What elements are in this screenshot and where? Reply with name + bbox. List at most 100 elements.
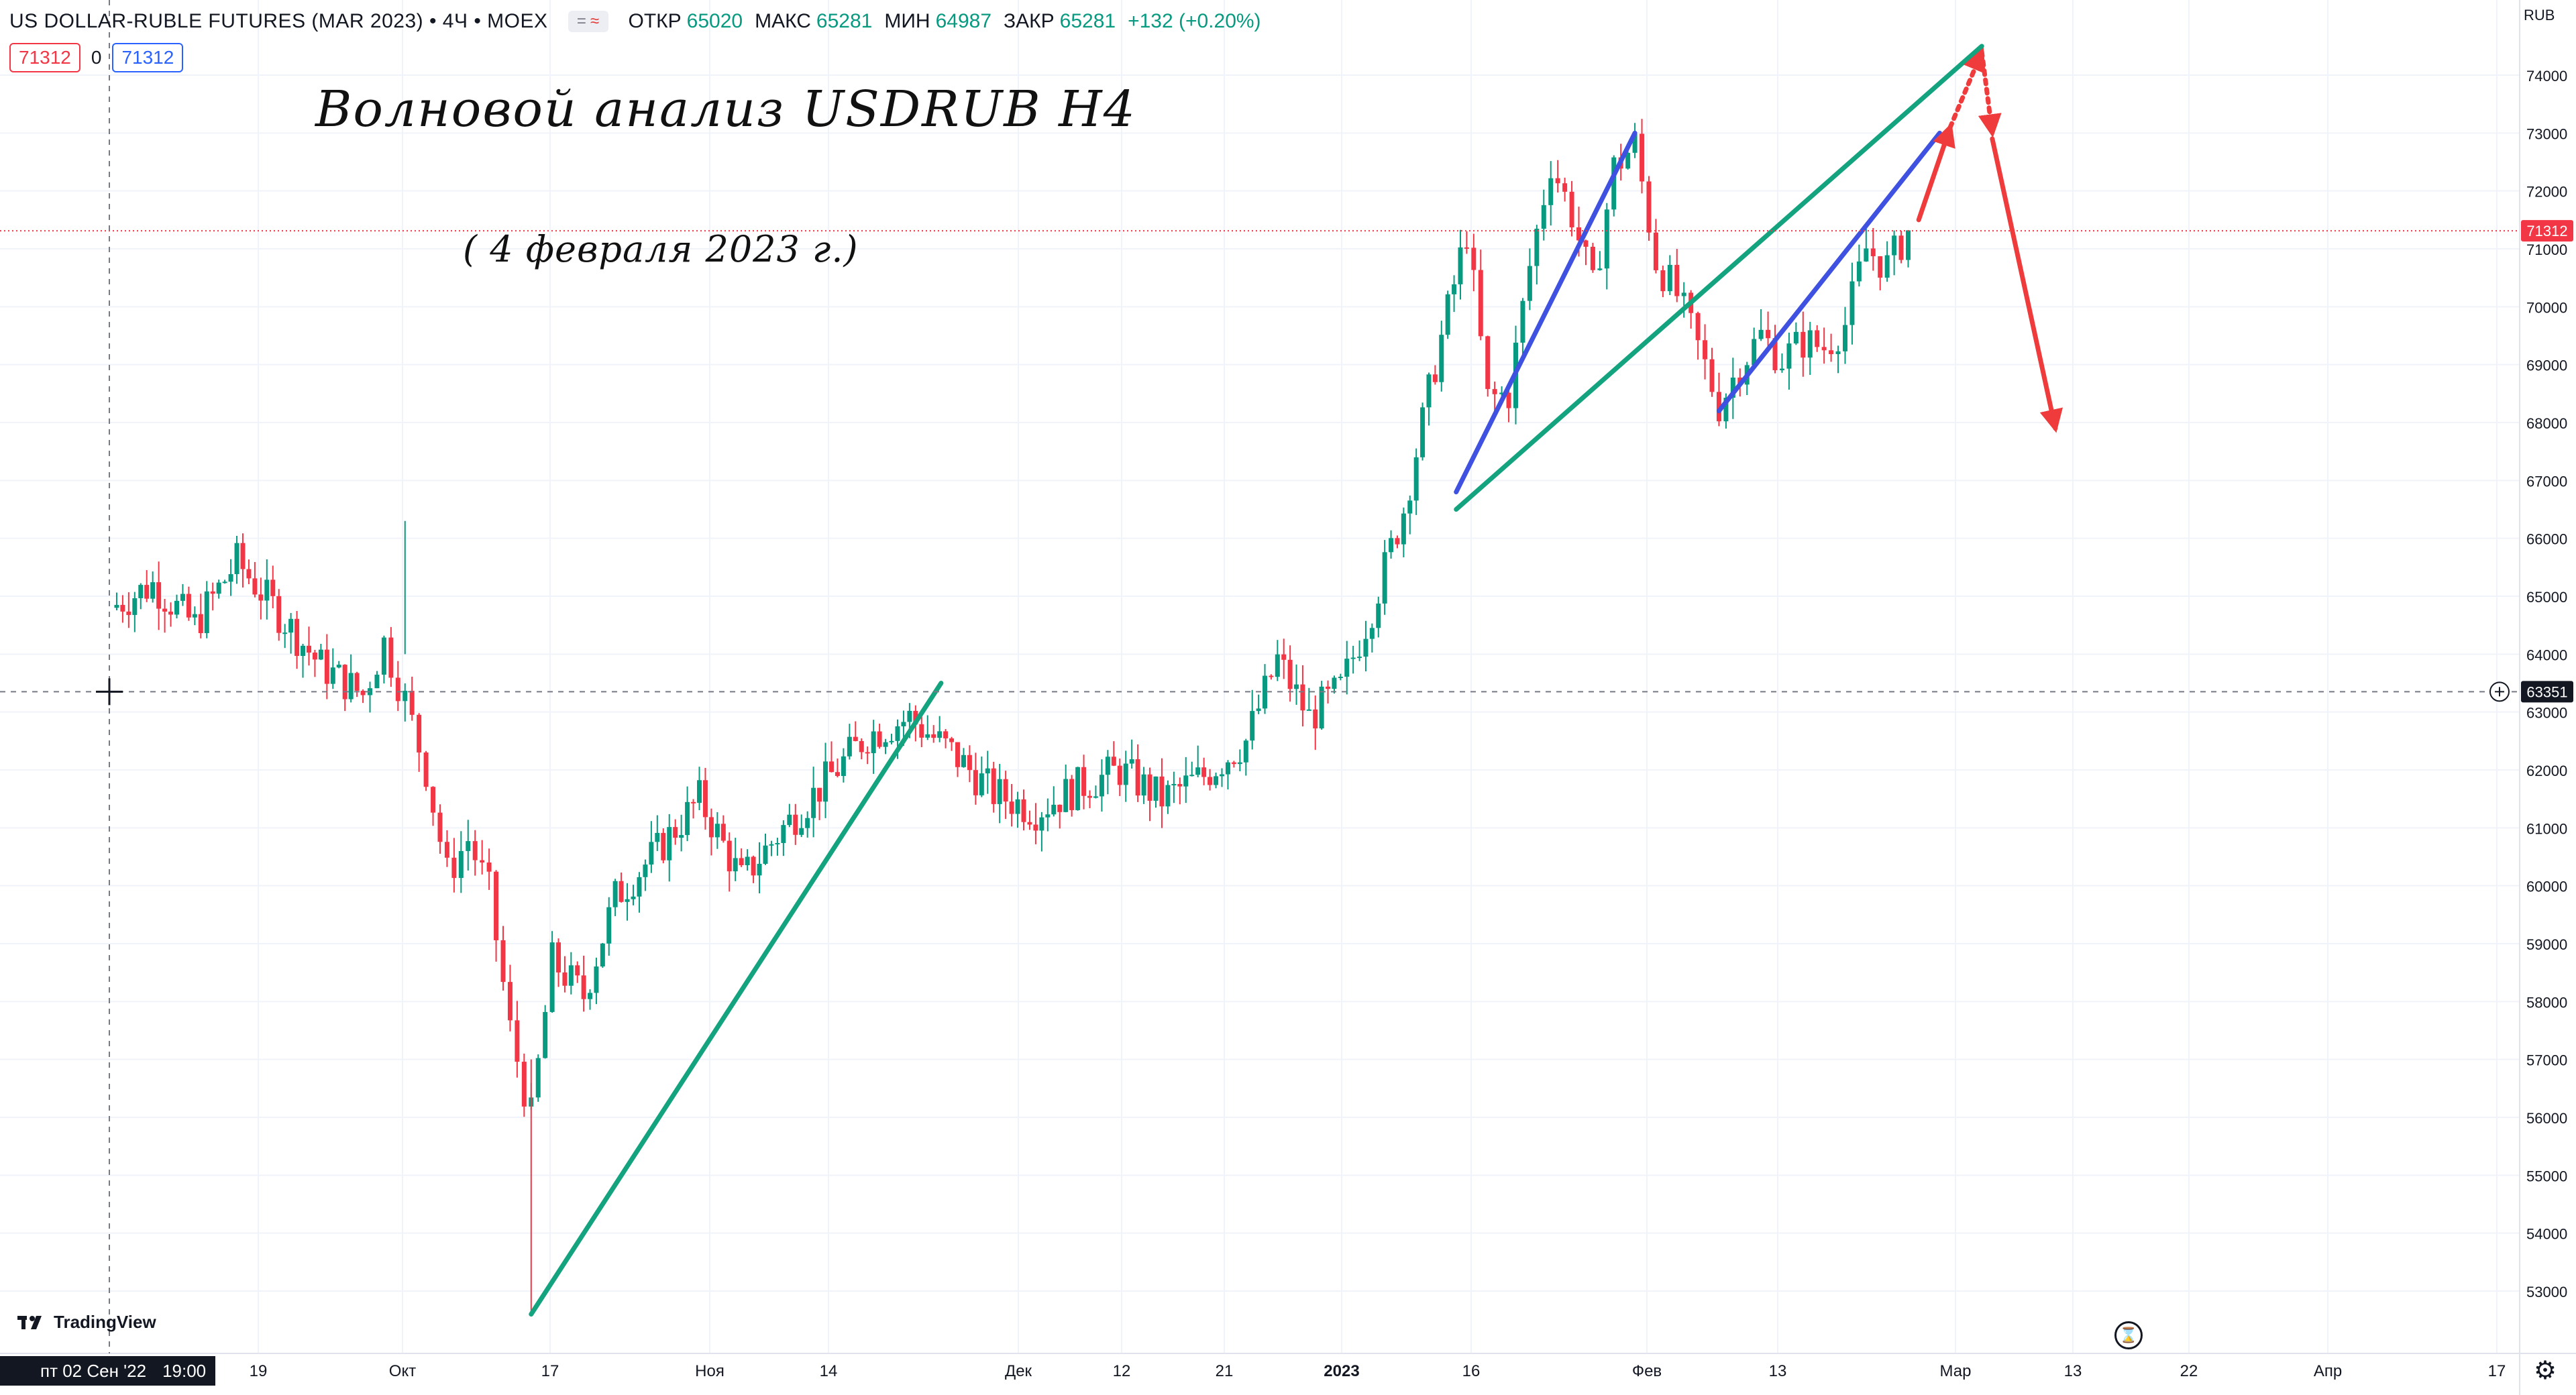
candle-body [1332, 677, 1337, 689]
x-tick-label: 22 [2180, 1362, 2198, 1380]
candle-body [246, 569, 252, 579]
candle-body [1653, 232, 1658, 270]
y-tick-label: 55000 [2526, 1168, 2567, 1184]
candle-body [733, 858, 738, 872]
candle-body [138, 585, 144, 598]
candle-body [895, 726, 900, 741]
candle-body [222, 581, 227, 583]
candle-body [114, 604, 119, 608]
candle-body [1821, 347, 1827, 351]
crosshair-hour: 19:00 [162, 1360, 207, 1381]
candle-body [1183, 775, 1189, 787]
candle-body [1195, 767, 1201, 775]
candle-body [1660, 270, 1666, 292]
candle-body [1009, 801, 1014, 814]
candle-body [543, 1011, 548, 1058]
candle-body [1015, 799, 1020, 814]
candle-body [1426, 374, 1432, 408]
x-tick-label: 21 [1216, 1362, 1234, 1380]
candle-body [402, 690, 408, 702]
candle-body [913, 710, 918, 724]
candle-body [1237, 762, 1242, 765]
candle-body [472, 841, 478, 860]
y-tick-label: 74000 [2526, 68, 2567, 85]
candle-body [458, 850, 464, 879]
sell-button[interactable]: 71312 [9, 43, 80, 72]
change-value: +132 (+0.20%) [1128, 10, 1261, 32]
candle-body [381, 637, 386, 675]
candle-body [162, 608, 168, 612]
candle-body [1815, 330, 1820, 347]
candle-body [745, 856, 750, 866]
y-tick-label: 67000 [2526, 473, 2567, 490]
candle-body [568, 965, 574, 986]
candle-body [1541, 205, 1546, 229]
candle-body [612, 881, 618, 907]
y-tick-label: 58000 [2526, 994, 2567, 1011]
wave-line-blue-2 [1716, 130, 1943, 414]
candle-body [1326, 686, 1331, 689]
candle-body [1884, 255, 1890, 278]
gear-icon[interactable]: ⚙ [2533, 1357, 2557, 1385]
candle-body [1051, 804, 1057, 815]
candle-body [270, 579, 276, 596]
candle-body [1906, 230, 1911, 260]
chart-grid [0, 0, 2520, 1353]
x-tick-label: 14 [820, 1362, 838, 1380]
indicator-toggle-pill[interactable]: = ≈ [568, 11, 608, 32]
candle-body [1338, 677, 1343, 679]
candle-body [192, 614, 197, 618]
candle-body [853, 736, 858, 741]
candle-body [1027, 822, 1032, 825]
candle-body [828, 761, 834, 773]
x-tick-label: Дек [1005, 1362, 1032, 1380]
candle-body [1842, 325, 1847, 351]
candle-body [600, 943, 605, 967]
candle-body [793, 814, 798, 835]
buy-button[interactable]: 71312 [112, 43, 184, 72]
candle-body [1548, 178, 1554, 205]
currency-label[interactable]: RUB [2524, 7, 2555, 23]
candle-body [919, 724, 924, 738]
x-tick-label: 16 [1462, 1362, 1481, 1380]
y-tick-label: 56000 [2526, 1110, 2567, 1127]
candle-body [1709, 359, 1715, 392]
y-tick-label: 61000 [2526, 820, 2567, 837]
candle-body [685, 801, 690, 836]
order-row: 71312 0 71312 [9, 43, 184, 72]
candle-body [423, 752, 429, 787]
candle-body [1569, 191, 1574, 228]
ohlc-values: ОТКР 65020 МАКС 65281 МИН 64987 ЗАКР 652… [629, 10, 1268, 33]
candle-body [374, 674, 380, 689]
candle-body [1807, 330, 1813, 358]
candle-body [588, 993, 593, 999]
clock-icon[interactable]: ⌛ [2114, 1321, 2143, 1349]
candle-body [811, 787, 816, 818]
candle-body [1275, 654, 1280, 677]
high-label: МАКС [755, 10, 811, 32]
open-label: ОТКР [628, 10, 682, 32]
candle-body [817, 787, 822, 802]
candle-body [1003, 779, 1008, 802]
candle-body [180, 594, 185, 601]
candle-body [234, 543, 239, 575]
chart-header: US DOLLAR-RUBLE FUTURES (MAR 2023) • 4Ч … [9, 7, 1268, 36]
candle-body [643, 864, 648, 877]
candle-body [1344, 659, 1350, 677]
crosshair-date: пт 02 Сен '22 [40, 1360, 147, 1381]
spread-value: 0 [91, 47, 102, 68]
y-tick-label: 69000 [2526, 357, 2567, 374]
candle-body [877, 731, 882, 747]
candle-body [1395, 538, 1400, 545]
wave-lines [529, 44, 2063, 1317]
candle-body [1069, 779, 1075, 810]
candle-body [1432, 374, 1438, 382]
y-tick-label: 68000 [2526, 415, 2567, 432]
symbol-title[interactable]: US DOLLAR-RUBLE FUTURES (MAR 2023) • 4Ч … [9, 10, 548, 32]
candle-body [1499, 392, 1505, 394]
y-tick-label: 64000 [2526, 647, 2567, 663]
candle-body [342, 665, 347, 700]
candle-body [1243, 740, 1248, 763]
tradingview-logo[interactable]: TradingView [17, 1312, 156, 1333]
